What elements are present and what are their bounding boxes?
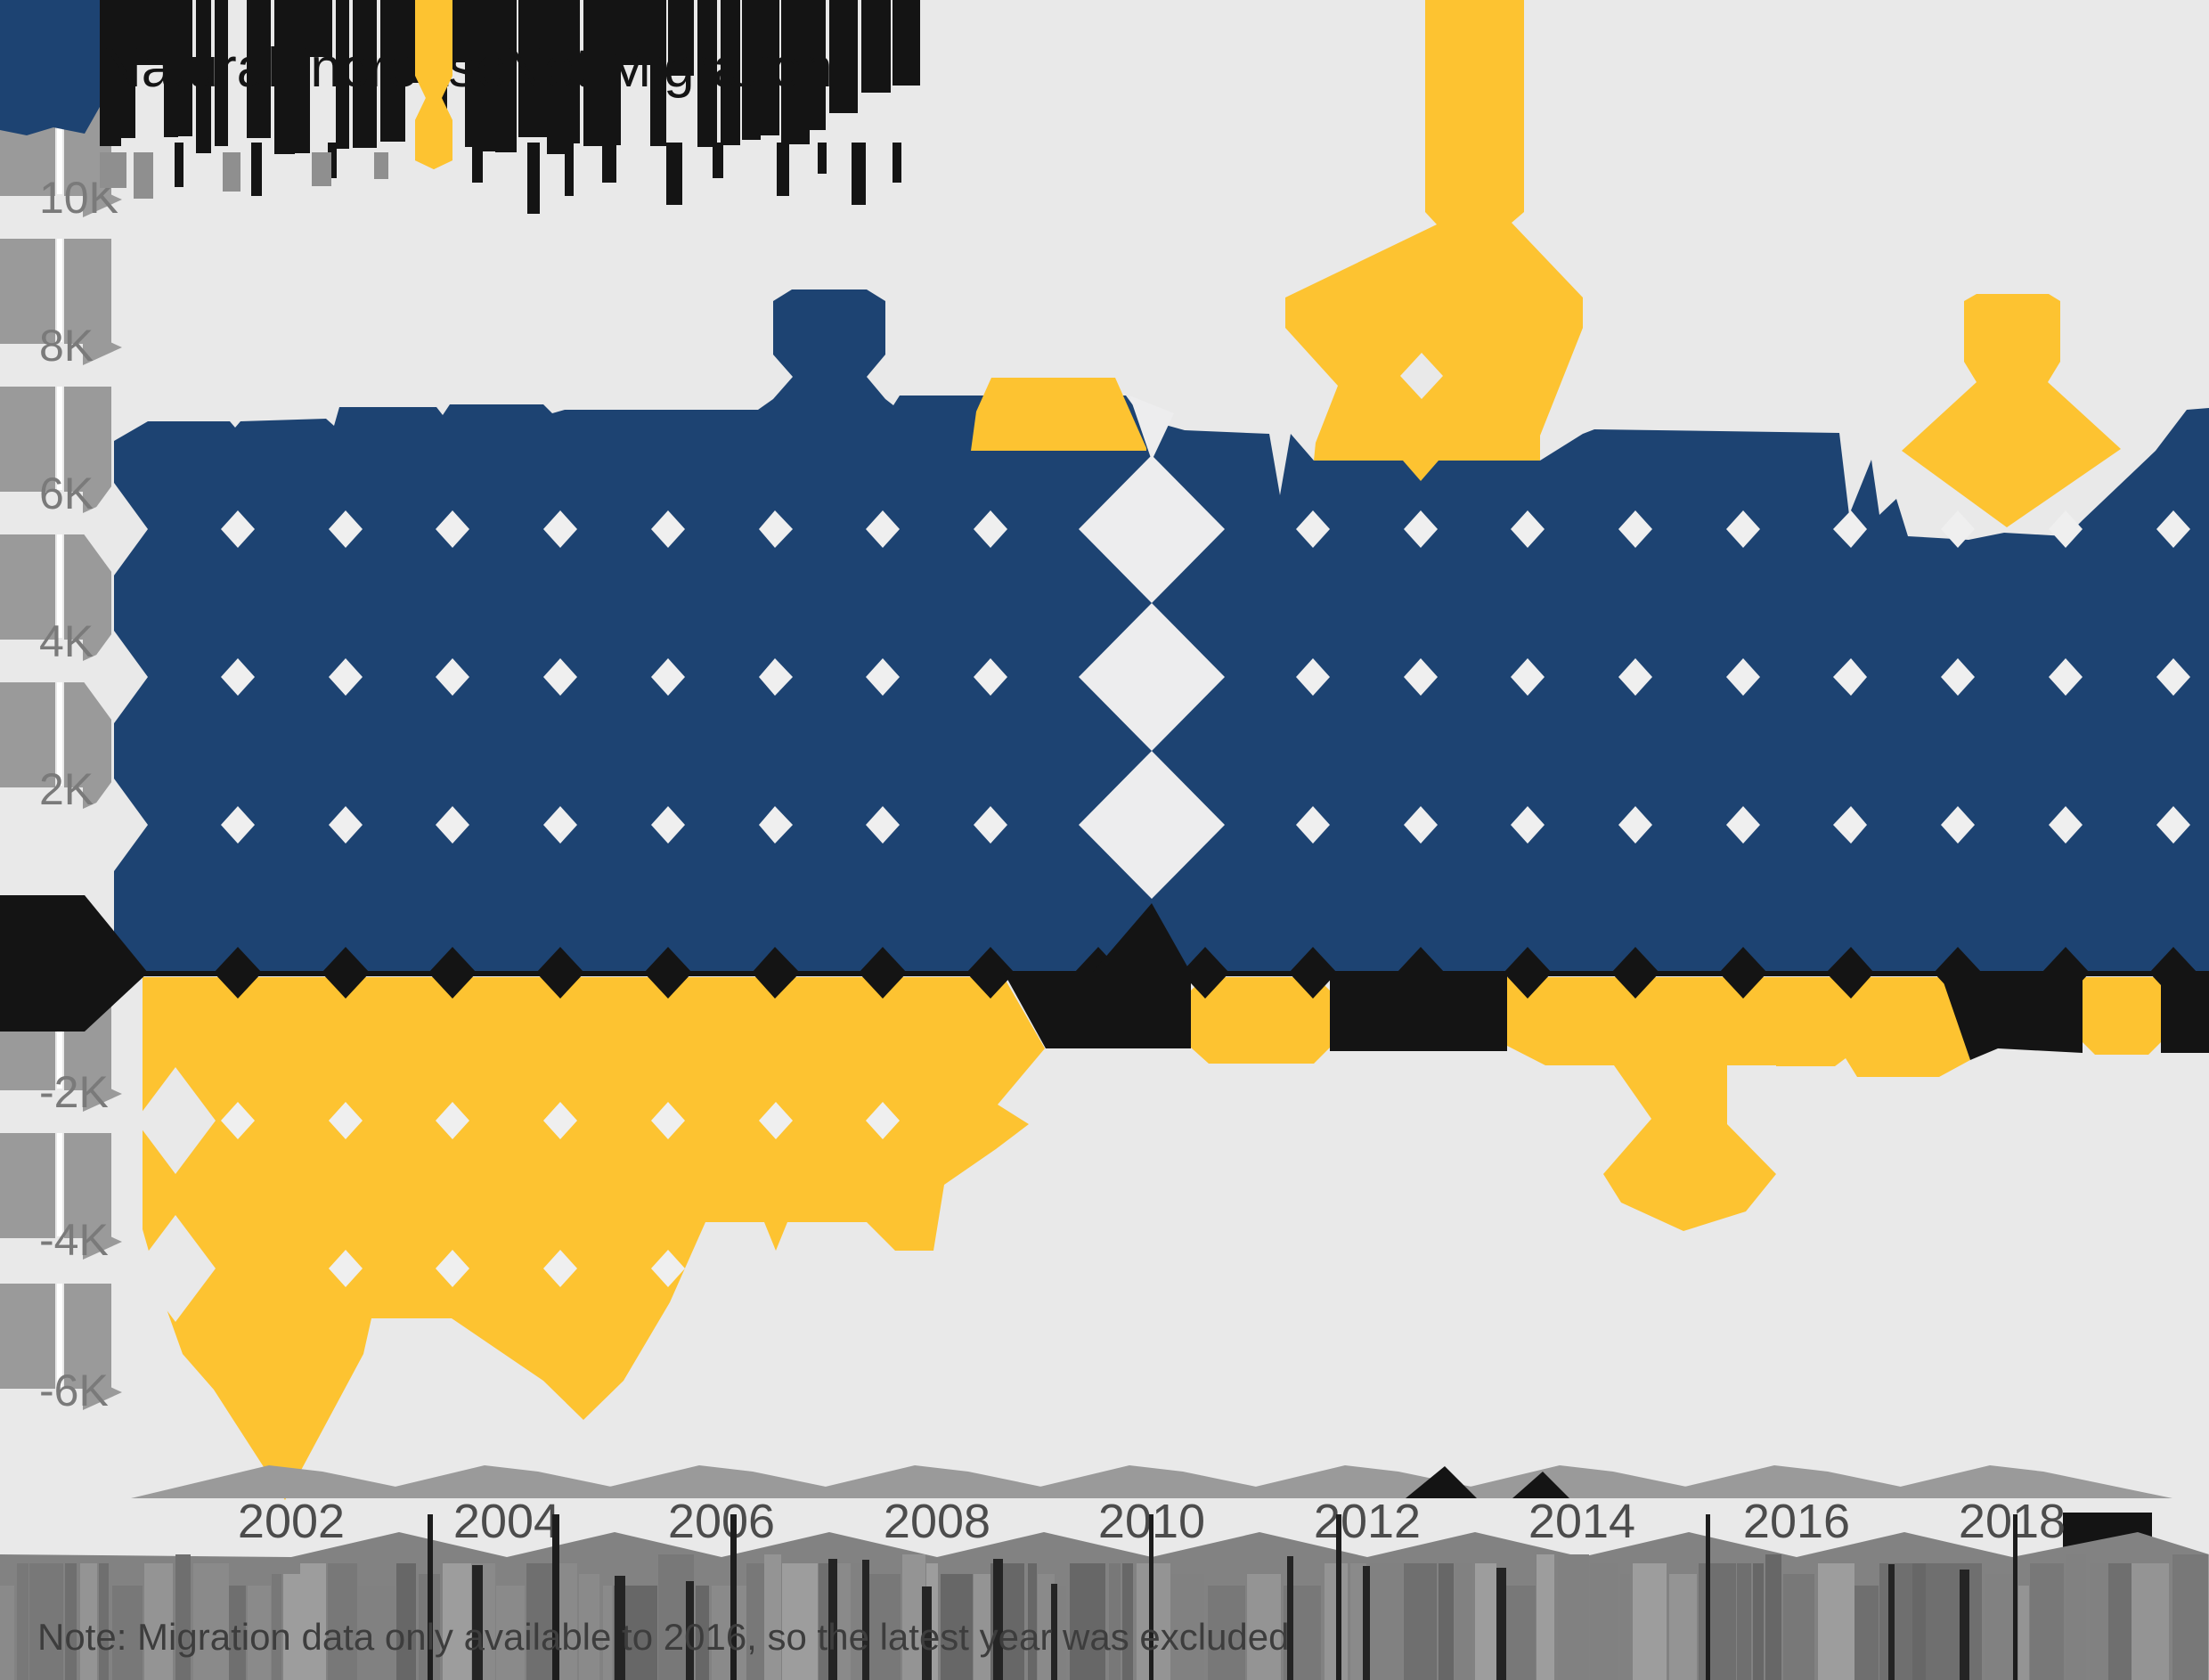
svg-text:2002: 2002 [238,1495,345,1548]
svg-text:2004: 2004 [453,1495,560,1548]
svg-text:-2K: -2K [39,1067,109,1117]
svg-text:Net Migration: Net Migration [504,37,833,99]
svg-text:2014: 2014 [1528,1495,1635,1548]
svg-text:2016: 2016 [1743,1495,1850,1548]
svg-text:2K: 2K [39,764,94,814]
svg-text:-4K: -4K [39,1215,109,1265]
svg-text:4K: 4K [39,616,94,666]
svg-text:2012: 2012 [1314,1495,1421,1548]
svg-text:6K: 6K [39,469,94,518]
svg-text:2008: 2008 [884,1495,990,1548]
svg-text:-6K: -6K [39,1366,109,1415]
svg-text:2018: 2018 [1959,1495,2066,1548]
svg-text:2006: 2006 [668,1495,775,1548]
svg-text:Note: Migration data only avai: Note: Migration data only available to 2… [37,1616,1290,1658]
svg-text:8K: 8K [39,321,94,371]
